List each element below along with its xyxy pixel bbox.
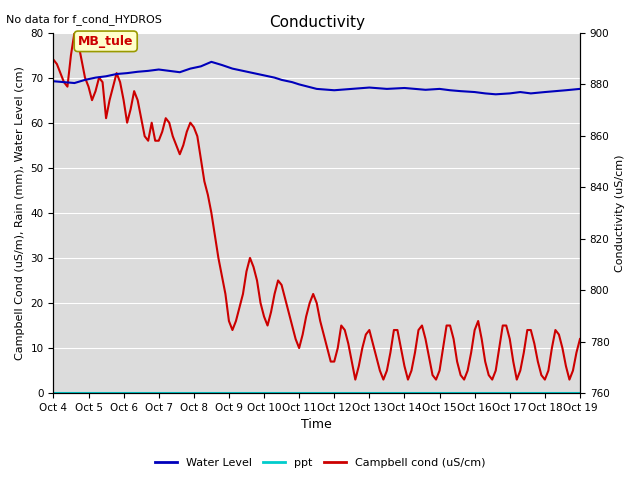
Text: No data for f_cond_HYDROS: No data for f_cond_HYDROS xyxy=(6,14,163,25)
Title: Conductivity: Conductivity xyxy=(269,15,365,30)
Legend: Water Level, ppt, Campbell cond (uS/cm): Water Level, ppt, Campbell cond (uS/cm) xyxy=(150,453,490,472)
X-axis label: Time: Time xyxy=(301,419,332,432)
Y-axis label: Campbell Cond (uS/m), Rain (mm), Water Level (cm): Campbell Cond (uS/m), Rain (mm), Water L… xyxy=(15,66,25,360)
Y-axis label: Conductivity (uS/cm): Conductivity (uS/cm) xyxy=(615,154,625,272)
Text: MB_tule: MB_tule xyxy=(78,35,134,48)
